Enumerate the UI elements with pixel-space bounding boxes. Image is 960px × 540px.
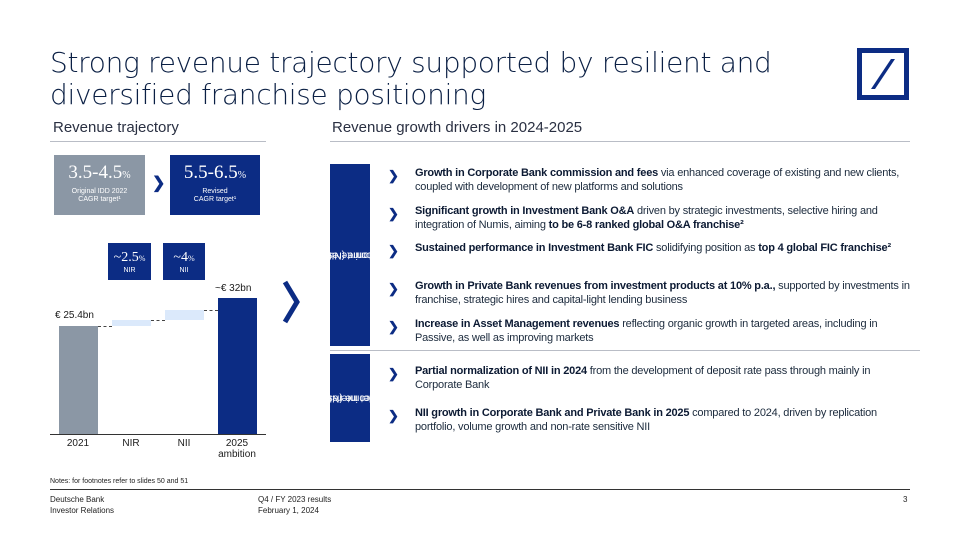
driver-bold-text: NII growth in Corporate Bank and Private… [415, 407, 690, 419]
data-label-2025: ~€ 32bn [215, 283, 252, 294]
chevron-right-icon: ❯ [388, 366, 399, 381]
driver-bold-text: Growth in Private Bank revenues from inv… [415, 280, 776, 292]
driver-item: ❯ Growth in Private Bank revenues from in… [388, 279, 918, 307]
left-heading-rule [50, 141, 266, 142]
driver-bold-text: Sustained performance in Investment Bank… [415, 242, 654, 254]
driver-bold-text: top 4 global FIC franchise² [758, 242, 891, 254]
bar-nii [165, 310, 204, 321]
driver-bold-text: to be 6-8 ranked global O&A franchise² [548, 219, 744, 231]
nir-growth-value: ~2.5 [113, 250, 139, 265]
driver-item: ❯ Significant growth in Investment Bank O… [388, 204, 918, 232]
nir-growth-label: NIR [123, 267, 136, 274]
nir-group-label: Noninterest income (NIR) [321, 164, 379, 346]
footnote: Notes: for footnotes refer to slides 50 … [50, 478, 189, 485]
page-title: Strong revenue trajectory supported by r… [50, 46, 772, 111]
chevron-right-icon: ❯ [152, 175, 166, 192]
original-cagr-box: 3.5-4.5% Original IDD 2022 CAGR target¹ [54, 155, 145, 215]
group-divider [330, 350, 920, 351]
footer-company-line-1: Deutsche Bank [50, 495, 105, 504]
revised-cagr-value: 5.5-6.5 [183, 162, 238, 183]
driver-text: compared to 2024, driven by replication … [415, 407, 877, 433]
footer-rule [50, 489, 910, 490]
nir-group-label-line-2: income (NIR) [320, 249, 380, 261]
driver-text: reflecting organic growth in targeted ar… [415, 318, 878, 344]
chevron-right-icon: ❯ [388, 206, 399, 221]
category-2025-ambition: 2025 ambition [212, 438, 262, 460]
driver-bold-text: Growth in Corporate Bank commission and … [415, 167, 659, 179]
category-ambition-label: ambition [218, 449, 256, 460]
nii-growth-unit: % [187, 254, 195, 263]
category-nir: NIR [122, 438, 140, 449]
nii-growth-value: ~4 [173, 250, 188, 265]
revised-cagr-unit: % [237, 170, 247, 181]
driver-item: ❯ Increase in Asset Management revenues r… [388, 317, 918, 345]
footer-event-line-1: Q4 / FY 2023 results [258, 495, 332, 504]
driver-bold-text: Partial normalization of NII in 2024 [415, 365, 587, 377]
original-cagr-label-1: Original IDD 2022 [71, 188, 128, 195]
original-cagr-unit: % [122, 170, 131, 181]
original-cagr-label-2: CAGR target¹ [78, 196, 121, 203]
original-cagr-value: 3.5-4.5 [68, 162, 123, 183]
nii-group-label: Net interest income (NII) [323, 354, 377, 442]
driver-text: from the development of deposit rate pas… [415, 365, 871, 391]
footer-company-line-2: Investor Relations [50, 506, 115, 515]
bar-2025-ambition [218, 298, 257, 434]
driver-item: ❯ Sustained performance in Investment Ban… [388, 241, 918, 258]
page-number: 3 [903, 495, 908, 504]
driver-text: solidifying position as [653, 242, 759, 254]
nir-growth-box: ~2.5% NIR [108, 243, 151, 280]
nir-growth-unit: % [138, 254, 146, 263]
bar-nir [112, 320, 151, 327]
growth-drivers-heading: Revenue growth drivers in 2024-2025 [332, 119, 583, 136]
chevron-right-icon: ❯ [388, 243, 399, 258]
bar-2021 [59, 326, 98, 434]
driver-item: ❯ Growth in Corporate Bank commission and… [388, 166, 918, 194]
category-nii: NII [177, 438, 191, 449]
driver-text: supported by investments in franchise, s… [415, 280, 910, 306]
driver-bold-text: Significant growth in Investment Bank O&… [415, 205, 635, 217]
nii-group-label-line-2: income (NII) [322, 392, 378, 404]
connector-line [98, 326, 112, 328]
driver-item: ❯ NII growth in Corporate Bank and Privat… [388, 406, 918, 434]
driver-item: ❯ Partial normalization of NII in 2024 fr… [388, 364, 918, 392]
revised-cagr-label-2: CAGR target¹ [193, 196, 237, 203]
driver-text: driven by strategic investments, selecti… [415, 205, 878, 231]
revenue-trajectory-heading: Revenue trajectory [53, 119, 179, 136]
data-label-2021: € 25.4bn [55, 310, 94, 322]
footer-event: Q4 / FY 2023 results February 1, 2024 [258, 494, 331, 516]
footer-event-line-2: February 1, 2024 [258, 506, 319, 515]
chevron-right-icon: ❯ [388, 281, 399, 296]
revised-cagr-box: 5.5-6.5% Revised CAGR target¹ [170, 155, 260, 215]
chevron-right-icon: ❯ [388, 319, 399, 334]
deutsche-bank-logo [857, 48, 909, 100]
nii-growth-box: ~4% NII [163, 243, 205, 280]
category-2025-label: 2025 [225, 438, 249, 449]
x-axis [50, 434, 266, 435]
connector-line [151, 320, 165, 322]
connector-line [204, 310, 218, 312]
chevron-right-icon: ❯ [388, 168, 399, 183]
chevron-right-icon: ❯ [388, 408, 399, 423]
driver-text: via enhanced coverage of existing and ne… [415, 167, 900, 193]
revised-cagr-label-1: Revised [202, 188, 228, 195]
right-heading-rule [330, 141, 910, 142]
category-2021: 2021 [66, 438, 90, 449]
nii-growth-label: NII [179, 267, 189, 274]
footer-company: Deutsche Bank Investor Relations [50, 494, 114, 516]
big-chevron-right-icon [281, 278, 301, 331]
driver-bold-text: Increase in Asset Management revenues [415, 318, 620, 330]
